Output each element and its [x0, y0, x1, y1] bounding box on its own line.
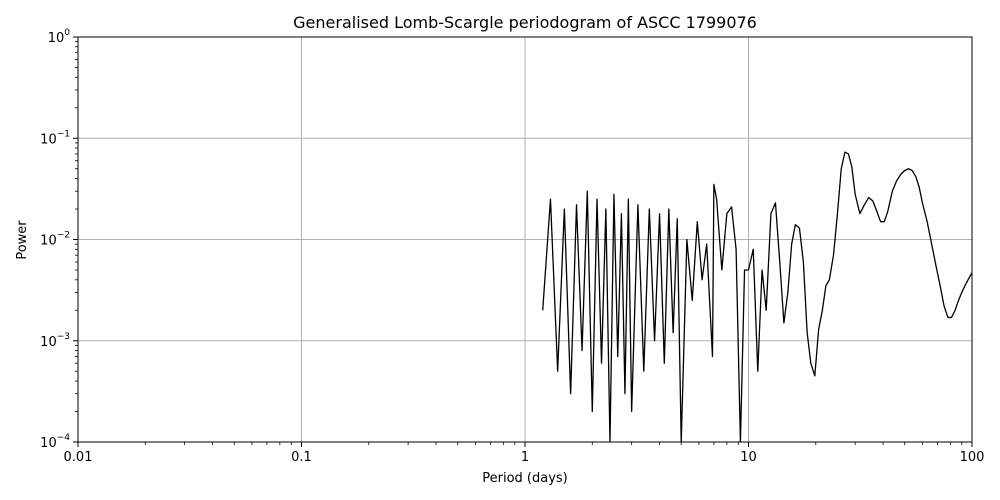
y-tick-base: 10	[40, 132, 57, 147]
y-tick-exponent: −2	[57, 231, 70, 241]
x-axis: 0.01 0.1 1 10 100	[64, 442, 985, 465]
y-axis-label: Power	[15, 220, 30, 260]
y-tick-exponent: −4	[57, 433, 71, 443]
x-tick-label: 10	[740, 450, 757, 465]
x-tick-label: 100	[960, 450, 985, 465]
chart-title: Generalised Lomb-Scargle periodogram of …	[293, 13, 757, 32]
y-tick-base: 10	[40, 436, 57, 451]
y-tick-base: 10	[48, 31, 65, 46]
y-tick-label: 100	[48, 28, 71, 46]
x-tick-label: 0.01	[64, 450, 93, 465]
y-tick-base: 10	[40, 335, 57, 350]
y-tick-exponent: −3	[57, 332, 70, 342]
x-tick-label: 1	[521, 450, 529, 465]
y-tick-label: 10−4	[40, 433, 70, 451]
y-tick-label: 10−2	[40, 231, 70, 249]
x-tick-label: 0.1	[291, 450, 312, 465]
y-tick-base: 10	[40, 234, 57, 249]
x-axis-label: Period (days)	[482, 471, 568, 486]
y-tick-label: 10−1	[40, 129, 70, 147]
y-tick-label: 10−3	[40, 332, 70, 350]
y-tick-exponent: 0	[64, 28, 70, 38]
grid-lines	[78, 37, 972, 442]
periodogram-line	[542, 151, 972, 442]
series-layer	[542, 151, 972, 442]
plot-area	[542, 151, 972, 442]
y-tick-exponent: −1	[57, 129, 70, 139]
